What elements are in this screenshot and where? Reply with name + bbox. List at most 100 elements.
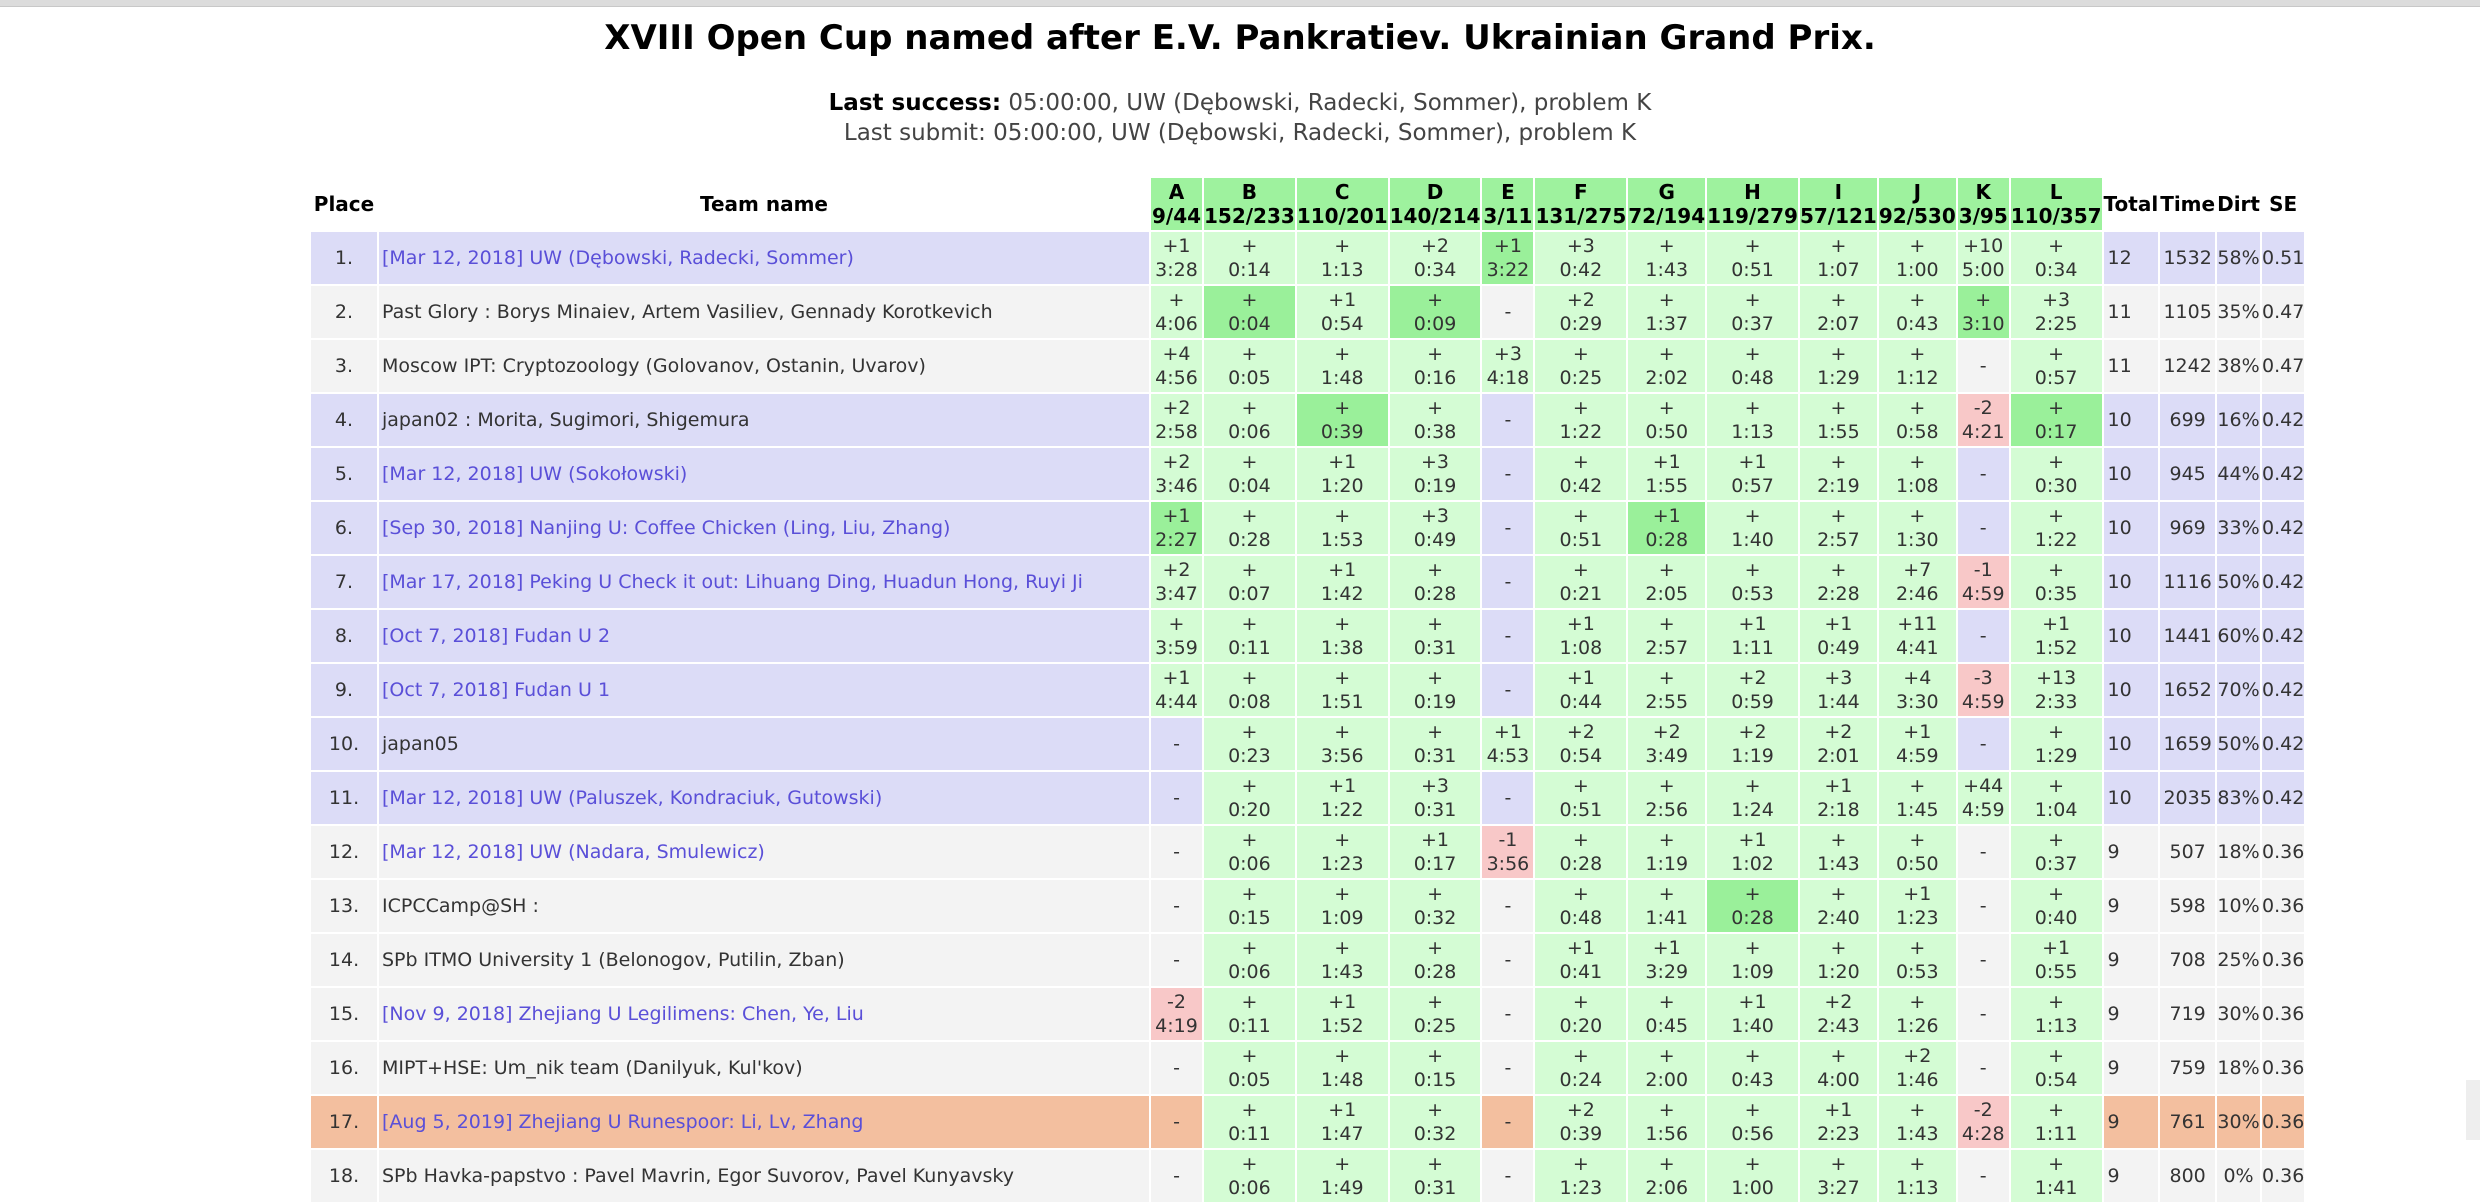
problem-letter: F bbox=[1574, 180, 1588, 204]
team-link[interactable]: [Mar 12, 2018] UW (Sokołowski) bbox=[379, 448, 1149, 500]
attempts: +2 bbox=[1421, 235, 1450, 257]
attempts: -2 bbox=[1973, 1099, 1993, 1121]
attempts: + bbox=[1744, 559, 1761, 581]
header-problem-l[interactable]: L 110/357 bbox=[2010, 178, 2102, 230]
time-cell: 1105 bbox=[2160, 286, 2216, 338]
team-name: SPb Havka-papstvo : Pavel Mavrin, Egor S… bbox=[379, 1150, 1149, 1202]
attempts: +1 bbox=[1328, 289, 1357, 311]
solve-time: 0:49 bbox=[1817, 637, 1860, 659]
header-time[interactable]: Time bbox=[2160, 192, 2216, 216]
problem-cell: +0:20 bbox=[1535, 988, 1627, 1040]
place-cell: 13. bbox=[311, 880, 377, 932]
problem-cell: +0:50 bbox=[1628, 394, 1706, 446]
attempts: + bbox=[1241, 1099, 1258, 1121]
problem-cell: +1:55 bbox=[1799, 394, 1877, 446]
solve-time: 2:57 bbox=[1817, 529, 1860, 551]
solve-time: 4:53 bbox=[1486, 745, 1530, 767]
scrollbar-edge[interactable] bbox=[2466, 1080, 2480, 1140]
se-cell: 0.51 bbox=[2261, 232, 2305, 284]
problem-cell: +0:11 bbox=[1204, 988, 1295, 1040]
header-place[interactable]: Place bbox=[313, 192, 375, 216]
team-link[interactable]: [Oct 7, 2018] Fudan U 2 bbox=[379, 610, 1149, 662]
attempts: + bbox=[1830, 451, 1847, 473]
problem-cell: +1:23 bbox=[1535, 1150, 1627, 1202]
header-problem-g[interactable]: G 72/194 bbox=[1628, 178, 1706, 230]
header-problem-a[interactable]: A 9/44 bbox=[1151, 178, 1202, 230]
problem-cell: - bbox=[1482, 1042, 1534, 1094]
problem-cell: +0:54 bbox=[2010, 1042, 2102, 1094]
header-problem-d[interactable]: D 140/214 bbox=[1389, 178, 1481, 230]
team-link[interactable]: [Oct 7, 2018] Fudan U 1 bbox=[379, 664, 1149, 716]
attempts: +3 bbox=[1493, 343, 1522, 365]
problem-cell: +0:38 bbox=[1389, 394, 1481, 446]
time-cell: 2035 bbox=[2160, 772, 2216, 824]
header-dirt[interactable]: Dirt bbox=[2217, 192, 2260, 216]
problem-letter: H bbox=[1744, 180, 1761, 204]
team-link[interactable]: [Nov 9, 2018] Zhejiang U Legilimens: Che… bbox=[379, 988, 1149, 1040]
problem-cell: +1 1:52 bbox=[1296, 988, 1388, 1040]
header-se[interactable]: SE bbox=[2269, 192, 2298, 216]
solve-time: 1:24 bbox=[1731, 799, 1774, 821]
problem-cell: +0:06 bbox=[1204, 826, 1295, 878]
team-link[interactable]: [Aug 5, 2019] Zhejiang U Runespoor: Li, … bbox=[379, 1096, 1149, 1148]
solve-time: 1:07 bbox=[1817, 259, 1860, 281]
header-problem-j[interactable]: J 92/530 bbox=[1878, 178, 1956, 230]
problem-cell: +4 4:56 bbox=[1151, 340, 1202, 392]
standings-body: 1. [Mar 12, 2018] UW (Dębowski, Radecki, … bbox=[311, 232, 2305, 1202]
attempts: +2 bbox=[1652, 721, 1681, 743]
attempts: + bbox=[1572, 775, 1589, 797]
header-total[interactable]: Total bbox=[2103, 192, 2159, 216]
problem-cell: +0:37 bbox=[1707, 286, 1798, 338]
team-link[interactable]: [Mar 17, 2018] Peking U Check it out: Li… bbox=[379, 556, 1149, 608]
problem-cell: +10 5:00 bbox=[1957, 232, 2009, 284]
total-cell: 9 bbox=[2103, 934, 2159, 986]
attempts: +1 bbox=[1903, 883, 1932, 905]
team-link[interactable]: [Mar 12, 2018] UW (Dębowski, Radecki, So… bbox=[379, 232, 1149, 284]
header-team[interactable]: Team name bbox=[700, 192, 828, 216]
header-problem-h[interactable]: H 119/279 bbox=[1707, 178, 1798, 230]
solve-time: 2:23 bbox=[1817, 1123, 1860, 1145]
problem-cell: +0:07 bbox=[1204, 556, 1295, 608]
attempts: + bbox=[2048, 505, 2065, 527]
header-problem-i[interactable]: I 57/121 bbox=[1799, 178, 1877, 230]
solve-time: 2:33 bbox=[2034, 691, 2078, 713]
problem-letter: I bbox=[1834, 180, 1843, 204]
problem-letter: K bbox=[1975, 180, 1991, 204]
last-success-label: Last success: bbox=[828, 90, 1002, 116]
header-problem-k[interactable]: K 3/95 bbox=[1957, 178, 2009, 230]
problem-cell: +0:19 bbox=[1389, 664, 1481, 716]
team-link[interactable]: [Mar 12, 2018] UW (Nadara, Smulewicz) bbox=[379, 826, 1149, 878]
problem-cell: +1 1:02 bbox=[1707, 826, 1798, 878]
problem-cell: +1 1:11 bbox=[1707, 610, 1798, 662]
se-cell: 0.42 bbox=[2261, 718, 2305, 770]
team-link[interactable]: [Sep 30, 2018] Nanjing U: Coffee Chicken… bbox=[379, 502, 1149, 554]
header-problem-c[interactable]: C 110/201 bbox=[1296, 178, 1388, 230]
problem-cell: +2:19 bbox=[1799, 448, 1877, 500]
solve-time: 2:27 bbox=[1155, 529, 1198, 551]
place-cell: 8. bbox=[311, 610, 377, 662]
solve-time: 0:06 bbox=[1228, 853, 1271, 875]
place-cell: 10. bbox=[311, 718, 377, 770]
solve-time: 4:59 bbox=[1961, 583, 2005, 605]
header-problem-f[interactable]: F 131/275 bbox=[1535, 178, 1627, 230]
problem-cell: - bbox=[1151, 1096, 1202, 1148]
solve-time: 4:59 bbox=[1961, 799, 2005, 821]
time-cell: 507 bbox=[2160, 826, 2216, 878]
header-problem-b[interactable]: B 152/233 bbox=[1204, 178, 1295, 230]
solve-time: 2:07 bbox=[1817, 313, 1860, 335]
team-link[interactable]: [Mar 12, 2018] UW (Paluszek, Kondraciuk,… bbox=[379, 772, 1149, 824]
dirt-cell: 44% bbox=[2217, 448, 2260, 500]
attempts: + bbox=[1744, 397, 1761, 419]
attempts: +3 bbox=[1421, 451, 1450, 473]
problem-cell: +0:11 bbox=[1204, 610, 1295, 662]
problem-cell: +1 0:28 bbox=[1628, 502, 1706, 554]
solve-time: 0:28 bbox=[1731, 907, 1774, 929]
total-cell: 10 bbox=[2103, 448, 2159, 500]
header-problem-e[interactable]: E 3/11 bbox=[1482, 178, 1534, 230]
dirt-cell: 83% bbox=[2217, 772, 2260, 824]
solve-time: 0:19 bbox=[1413, 475, 1457, 497]
problem-cell: - bbox=[1482, 934, 1534, 986]
problem-cell: +11 4:41 bbox=[1878, 610, 1956, 662]
page-title: XVIII Open Cup named after E.V. Pankrati… bbox=[604, 18, 1876, 58]
solve-time: 0:28 bbox=[1413, 961, 1457, 983]
